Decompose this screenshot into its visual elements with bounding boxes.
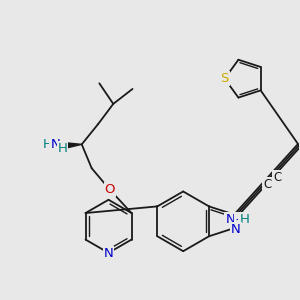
Text: C: C <box>263 178 272 191</box>
Text: O: O <box>105 183 115 196</box>
Text: H: H <box>239 213 249 226</box>
Text: N: N <box>50 138 60 151</box>
Text: N: N <box>231 223 241 236</box>
Polygon shape <box>58 142 82 150</box>
Text: N: N <box>104 247 113 260</box>
Text: C: C <box>273 171 282 184</box>
Text: S: S <box>220 72 229 85</box>
Text: H: H <box>58 142 68 155</box>
Text: H: H <box>43 138 53 151</box>
Text: N: N <box>226 213 235 226</box>
Text: -: - <box>235 213 240 226</box>
